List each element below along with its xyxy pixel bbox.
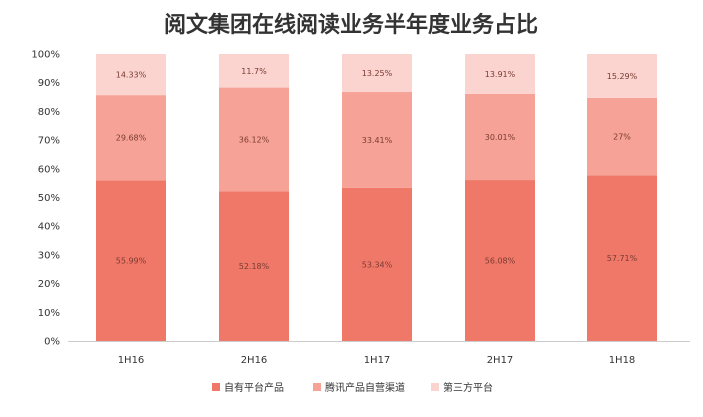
data-label: 15.29% xyxy=(607,72,638,81)
data-label: 33.41% xyxy=(362,136,393,145)
data-label: 52.18% xyxy=(239,262,270,271)
data-label: 13.25% xyxy=(362,69,393,78)
bar-segment xyxy=(342,92,412,188)
bar-segment xyxy=(219,191,289,341)
bar-segment xyxy=(587,54,657,98)
chart-title: 阅文集团在线阅读业务半年度业务占比 xyxy=(164,12,538,38)
legend: 自有平台产品 腾讯产品自营渠道 第三方平台 xyxy=(212,381,493,394)
y-tick-label: 40% xyxy=(38,222,60,233)
data-label: 36.12% xyxy=(239,135,270,144)
x-axis: 1H16 2H16 1H17 2H17 1H18 xyxy=(68,341,690,366)
legend-label: 腾讯产品自营渠道 xyxy=(325,381,405,394)
y-axis: 0% 10% 20% 30% 40% 50% 60% 70% 80% 90% 100% xyxy=(31,50,60,348)
data-label: 13.91% xyxy=(485,70,516,79)
y-tick-label: 20% xyxy=(38,279,60,290)
bar-segment xyxy=(465,93,535,181)
bar-segment xyxy=(465,54,535,94)
data-label: 27% xyxy=(613,133,631,142)
bar-segment xyxy=(96,95,166,181)
x-tick-label: 1H18 xyxy=(609,355,636,366)
legend-swatch xyxy=(431,383,439,391)
bar-segment xyxy=(587,97,657,176)
data-label: 55.99% xyxy=(116,257,147,266)
bar-segment xyxy=(342,187,412,341)
bar-segment xyxy=(465,180,535,341)
legend-swatch xyxy=(212,383,220,391)
bar-segment xyxy=(96,180,166,341)
y-tick-label: 50% xyxy=(38,193,60,204)
data-label: 57.71% xyxy=(607,254,638,263)
legend-label: 第三方平台 xyxy=(443,381,493,394)
y-tick-label: 90% xyxy=(38,78,60,89)
bar-segment xyxy=(96,54,166,96)
y-tick-label: 60% xyxy=(38,164,60,175)
y-tick-label: 0% xyxy=(44,337,60,348)
y-tick-label: 10% xyxy=(38,308,60,319)
data-label: 29.68% xyxy=(116,134,147,143)
legend-item: 第三方平台 xyxy=(431,381,493,394)
legend-item: 自有平台产品 xyxy=(212,381,284,394)
y-tick-label: 80% xyxy=(38,107,60,118)
bar-segment xyxy=(219,54,289,88)
legend-label: 自有平台产品 xyxy=(224,381,284,394)
bars: 55.99% 29.68% 14.33% 52.18% 36.12% 11.7% 53.34… xyxy=(96,54,657,341)
data-label: 14.33% xyxy=(116,71,147,80)
data-label: 53.34% xyxy=(362,260,393,269)
data-label: 30.01% xyxy=(485,133,516,142)
legend-swatch xyxy=(313,383,321,391)
data-label: 56.08% xyxy=(485,257,516,266)
y-tick-label: 70% xyxy=(38,136,60,147)
y-tick-label: 100% xyxy=(31,50,60,61)
bar-segment xyxy=(342,54,412,93)
data-label: 11.7% xyxy=(241,67,267,76)
legend-item: 腾讯产品自营渠道 xyxy=(313,381,405,394)
x-tick-label: 1H17 xyxy=(364,355,391,366)
x-tick-label: 2H16 xyxy=(241,355,268,366)
bar-segment xyxy=(219,87,289,192)
bar-segment xyxy=(587,175,657,341)
y-tick-label: 30% xyxy=(38,250,60,261)
x-tick-label: 2H17 xyxy=(487,355,514,366)
x-tick-label: 1H16 xyxy=(118,355,145,366)
